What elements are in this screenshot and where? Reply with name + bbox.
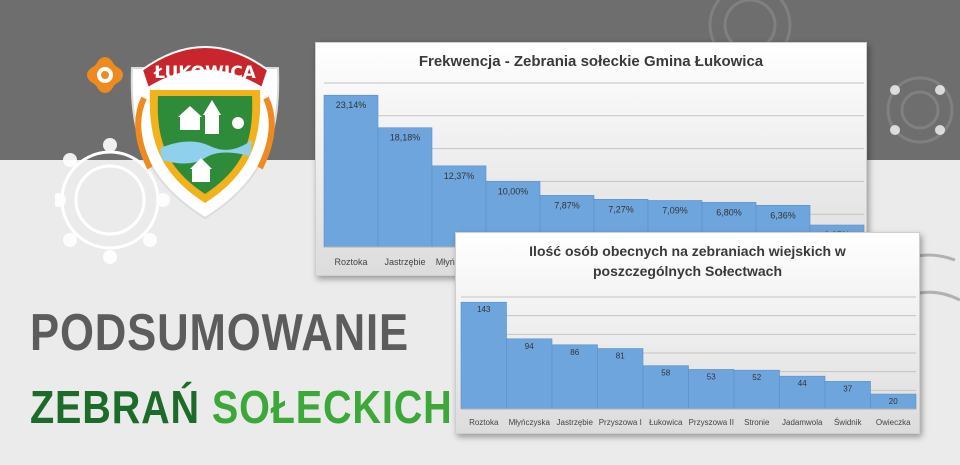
category-label: Przyszowa I [599, 418, 642, 427]
attendees-count-plot: 143 Roztoka 94 Młyńczyska 86 Jastrzębie 81 Przy… [460, 296, 917, 427]
category-label: Roztoka [334, 257, 367, 267]
headline-word-soleckich: SOŁECKICH [211, 381, 453, 433]
data-label: 81 [616, 352, 625, 361]
data-label: 20 [889, 397, 898, 406]
data-label: 58 [661, 369, 670, 378]
bar [506, 338, 553, 410]
category-label: Jastrzębie [557, 418, 594, 427]
category-label: Świdnik [834, 418, 863, 427]
data-label: 10,00% [498, 186, 529, 196]
bar [824, 381, 871, 410]
chart-title: Ilość osób obecnych na zebraniach wiejsk… [529, 243, 846, 279]
bar [323, 94, 379, 248]
data-label: 86 [570, 348, 579, 357]
data-label: 7,09% [662, 205, 688, 215]
headline-word-zebran: ZEBRAŃ [30, 381, 200, 433]
data-label: 7,87% [554, 200, 580, 210]
bar [551, 344, 598, 410]
category-label: Owieczka [876, 418, 911, 427]
category-label: Młyńczyska [509, 418, 551, 427]
headline-podsumowanie: PODSUMOWANIE [30, 304, 409, 362]
bar [642, 365, 689, 410]
data-label: 143 [477, 305, 491, 314]
data-label: 23,14% [336, 100, 367, 110]
data-label: 37 [843, 384, 852, 393]
data-label: 52 [752, 373, 761, 382]
logo-name-text: ŁUKOWICA [153, 63, 257, 83]
headline-zebran-soleckich: ZEBRAŃ SOŁECKICH [30, 380, 453, 434]
data-label: 12,37% [444, 171, 475, 181]
chart-title: Frekwencja - Zebrania sołeckie Gmina Łuk… [418, 53, 764, 70]
category-label: Stronie [744, 418, 770, 427]
data-label: 44 [798, 379, 807, 388]
category-label: Jastrzębie [384, 257, 425, 267]
bar [460, 301, 507, 410]
lukowica-coat-of-arms-logo: ŁUKOWICA [130, 46, 280, 220]
category-label: Łukowica [649, 418, 683, 427]
data-label: 7,27% [608, 204, 634, 214]
bar [377, 127, 433, 248]
category-label: Przyszowa II [689, 418, 734, 427]
data-label: 18,18% [390, 133, 421, 143]
data-label: 6,80% [716, 207, 742, 217]
data-label: 94 [525, 342, 534, 351]
category-label: Jadamwola [782, 418, 823, 427]
bar [779, 375, 826, 410]
data-label: 53 [707, 372, 716, 381]
category-label: Roztoka [469, 418, 499, 427]
data-label: 6,36% [770, 210, 796, 220]
attendees-count-chart: Ilość osób obecnych na zebraniach wiejsk… [455, 232, 920, 434]
